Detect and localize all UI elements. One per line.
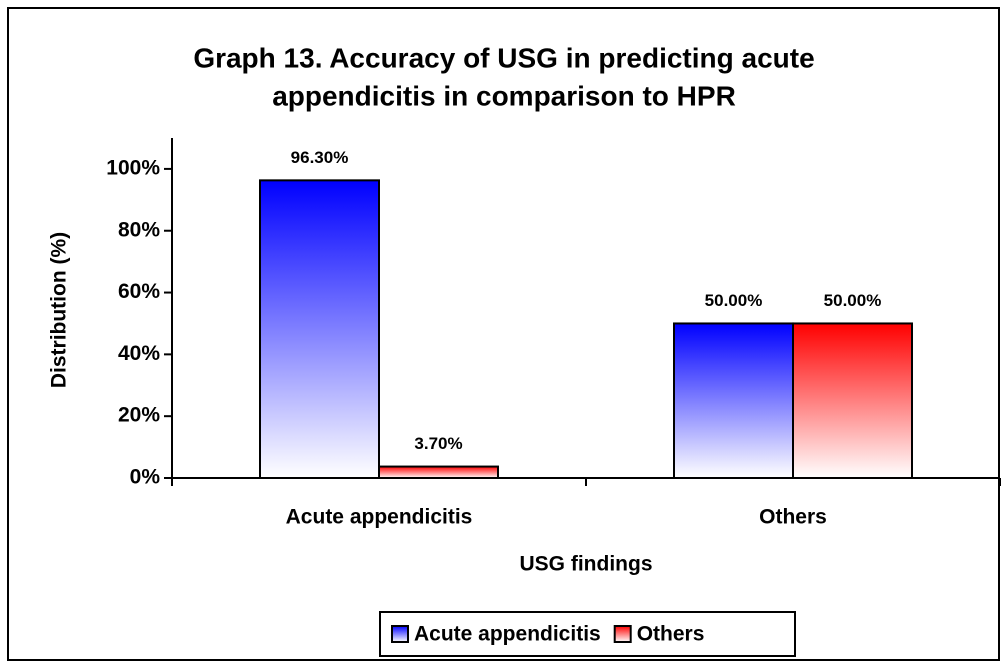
value-label: 50.00% <box>705 291 763 310</box>
bar <box>378 465 499 479</box>
chart-title: Graph 13. Accuracy of USG in predicting … <box>193 42 814 73</box>
legend-swatch <box>613 625 632 643</box>
y-tick-label: 60% <box>118 280 160 303</box>
y-axis-label: Distribution (%) <box>48 232 71 388</box>
legend-label: Others <box>637 623 705 646</box>
legend-swatch <box>391 625 409 643</box>
y-tick-label: 0% <box>130 466 161 489</box>
legend-label: Acute appendicitis <box>414 623 601 646</box>
y-tick-label: 40% <box>118 342 160 365</box>
bar <box>259 179 380 479</box>
value-label: 50.00% <box>824 291 882 310</box>
x-axis-label: USG findings <box>520 553 653 576</box>
legend-box <box>379 611 796 657</box>
y-tick-label: 100% <box>106 156 160 179</box>
bar <box>673 322 794 480</box>
x-tick-label: Others <box>759 506 827 529</box>
value-label: 96.30% <box>291 148 349 167</box>
y-tick-label: 20% <box>118 404 160 427</box>
value-label: 3.70% <box>414 434 462 453</box>
x-tick-label: Acute appendicitis <box>286 506 473 529</box>
chart-title: appendicitis in comparison to HPR <box>272 80 736 111</box>
bar <box>792 322 913 480</box>
y-tick-label: 80% <box>118 218 160 241</box>
